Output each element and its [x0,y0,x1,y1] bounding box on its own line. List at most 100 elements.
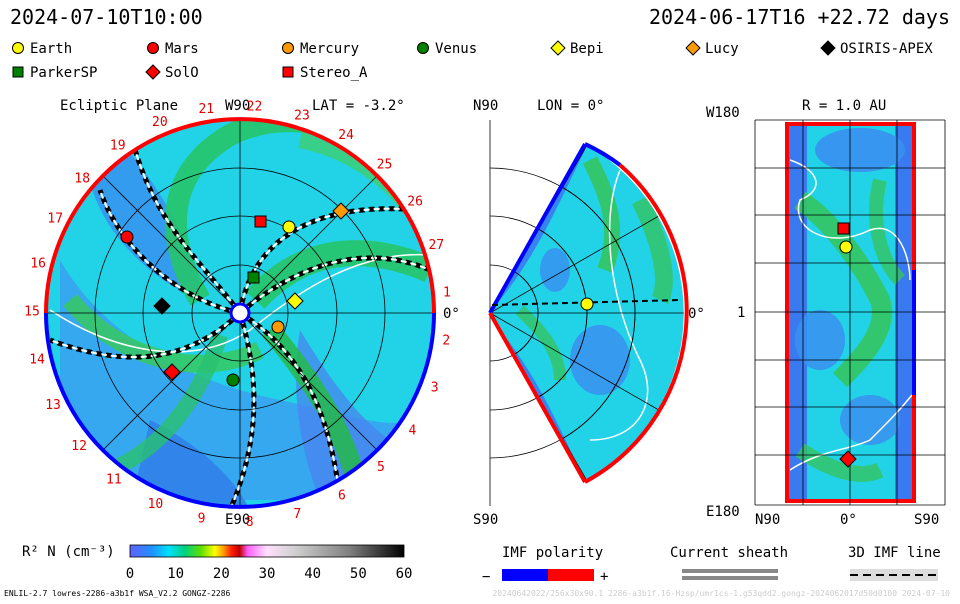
hour-label-4: 4 [409,423,417,438]
footer-file-info: 20240642022/256x30x90.1 2286-a3b1f.16-Hz… [492,589,950,598]
imf-3d-title: 3D IMF line [848,545,941,561]
footer-run-info: ENLIL-2.7 lowres-2286-a3b1f WSA_V2.2 GON… [4,589,231,598]
solo-marker [163,363,181,381]
legend-label: Venus [435,41,477,57]
ecliptic-zero-label: 0° [443,306,460,322]
imf-negative-swatch [502,569,548,581]
legend-marker [147,42,159,54]
legend-marker [550,40,566,56]
ecliptic-rim-negative [44,312,436,509]
rpanel-n90-label: N90 [755,512,780,528]
hour-label-14: 14 [29,353,45,368]
legend-item-stereo-a: Stereo_A [282,65,368,81]
current-sheath-title: Current sheath [670,545,788,561]
hour-label-21: 21 [198,102,214,117]
meridional-zero-label: 0° [688,306,705,322]
legend-label: OSIRIS-APEX [840,41,933,57]
colorbar-ticks: 0 10 20 30 40 50 60 [126,566,413,582]
legend-label: SolO [165,65,199,81]
imf-plus-label: + [600,569,608,585]
current-sheath-swatch-bottom [682,576,778,580]
hour-label-26: 26 [407,195,423,210]
ecliptic-lat-label: LAT = -3.2° [312,98,405,114]
hour-label-25: 25 [377,157,393,172]
legend-item-mercury: Mercury [282,41,359,57]
colorbar: R² N (cm⁻³) 0 10 20 30 40 50 60 [22,544,412,582]
osiris-apex-marker [153,297,171,315]
hour-label-8: 8 [246,515,254,530]
colorbar-tick-40: 40 [304,566,321,582]
colorbar-tick-60: 60 [396,566,413,582]
colorbar-tick-30: 30 [259,566,276,582]
stereo-a-marker [254,215,267,228]
lucy-marker [332,202,350,220]
hour-label-27: 27 [428,238,444,253]
rpanel-zero-label: 0° [840,512,857,528]
colorbar-tick-50: 50 [350,566,367,582]
mercury-marker [271,320,285,334]
radial-solo-marker [839,450,857,468]
imf-polarity-legend: IMF polarity − + [482,545,608,585]
hour-label-9: 9 [198,511,206,526]
hour-label-6: 6 [338,488,346,503]
ecliptic-panel: Ecliptic Plane LAT = -3.2° [24,98,460,530]
hour-label-17: 17 [47,211,63,226]
ecliptic-w90-label: W90 [225,98,250,114]
sun-marker [229,302,251,324]
legend-label: Earth [30,41,72,57]
legend-label: Lucy [705,41,739,57]
ecliptic-rim-positive [44,117,436,314]
mars-marker [120,230,134,244]
radial-stereo-a-marker [837,222,850,235]
hour-label-2: 2 [442,334,450,349]
legend-marker [145,64,161,80]
hour-label-3: 3 [431,380,439,395]
hour-label-5: 5 [377,460,385,475]
parkersp-marker [247,271,260,284]
legend-marker [820,40,836,56]
hour-label-13: 13 [45,398,61,413]
legend-item-lucy: Lucy [685,40,739,57]
imf-positive-swatch [548,569,594,581]
imf-minus-label: − [482,569,490,585]
legend-label: Mercury [300,41,359,57]
radial-density-map [787,124,914,501]
legend: Earth Mars Mercury Venus Bepi Lucy OSIRIS-APEX… [12,40,933,81]
imf-3d-line-legend: 3D IMF line [848,545,941,581]
venus-marker [226,373,240,387]
ecliptic-title: Ecliptic Plane [60,98,178,114]
reference-time-label: 2024-06-17T16 +22.72 days [649,5,950,29]
legend-label: Mars [165,41,199,57]
rpanel-e180-label: E180 [706,504,740,520]
colorbar-label: R² N (cm⁻³) [22,544,115,560]
legend-item-parkersp: ParkerSP [12,65,97,81]
legend-item-solo: SolO [145,64,199,81]
ecliptic-e90-label: E90 [225,512,250,528]
hour-label-7: 7 [293,507,301,522]
legend-label: ParkerSP [30,65,97,81]
hour-label-20: 20 [152,115,168,130]
rpanel-title: R = 1.0 AU [802,98,886,114]
legend-item-venus: Venus [417,41,477,57]
hour-label-16: 16 [30,257,46,272]
colorbar-tick-10: 10 [167,566,184,582]
hour-label-23: 23 [294,108,310,123]
legend-marker [12,42,24,54]
hour-label-11: 11 [106,472,122,487]
legend-item-osiris-apex: OSIRIS-APEX [820,40,933,57]
hour-label-12: 12 [71,439,87,454]
legend-label: Bepi [570,41,604,57]
legend-item-bepi: Bepi [550,40,604,57]
meridional-lon-label: LON = 0° [537,98,604,114]
hour-label-15: 15 [24,305,40,320]
radial-panel: R = 1.0 AU W180 E180 1 N90 0° S90 [706,98,946,528]
hour-label-24: 24 [338,128,354,143]
earth-marker [282,220,296,234]
current-sheath-swatch-top [682,569,778,573]
imf-polarity-title: IMF polarity [502,545,603,561]
meridional-n90-label: N90 [473,98,498,114]
hour-label-10: 10 [148,497,164,512]
ecliptic-markers [120,202,350,387]
